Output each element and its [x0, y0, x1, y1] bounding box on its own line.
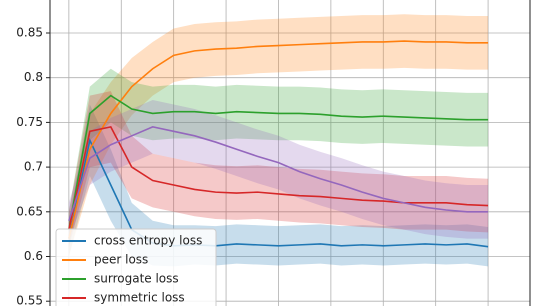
legend-label: symmetric loss	[94, 291, 185, 305]
legend-label: cross entropy loss	[94, 234, 202, 248]
y-tick-label: 0.8	[24, 70, 43, 84]
confidence-band	[68, 100, 489, 239]
confidence-band	[68, 104, 489, 267]
line	[68, 40, 489, 239]
line	[68, 125, 489, 230]
axes: 0.55 0.6 0.65 0.7 0.75 0.8 0.85 cross entropy l…	[16, 0, 531, 306]
y-tick-label: 0.65	[16, 204, 43, 218]
legend-label: surrogate loss	[94, 272, 179, 286]
confidence-band	[68, 68, 489, 248]
confidence-band	[68, 14, 489, 257]
line	[68, 126, 489, 221]
confidence-band	[68, 91, 489, 248]
y-tick-label: 0.55	[16, 294, 43, 306]
y-tick-label: 0.85	[16, 26, 43, 40]
legend-label: peer loss	[94, 253, 148, 267]
y-tick-label: 0.75	[16, 115, 43, 129]
y-tick-label: 0.6	[24, 249, 43, 263]
y-tick-label: 0.7	[24, 160, 43, 174]
line	[68, 94, 489, 230]
plot-area	[50, 0, 530, 306]
legend-box	[55, 228, 217, 306]
